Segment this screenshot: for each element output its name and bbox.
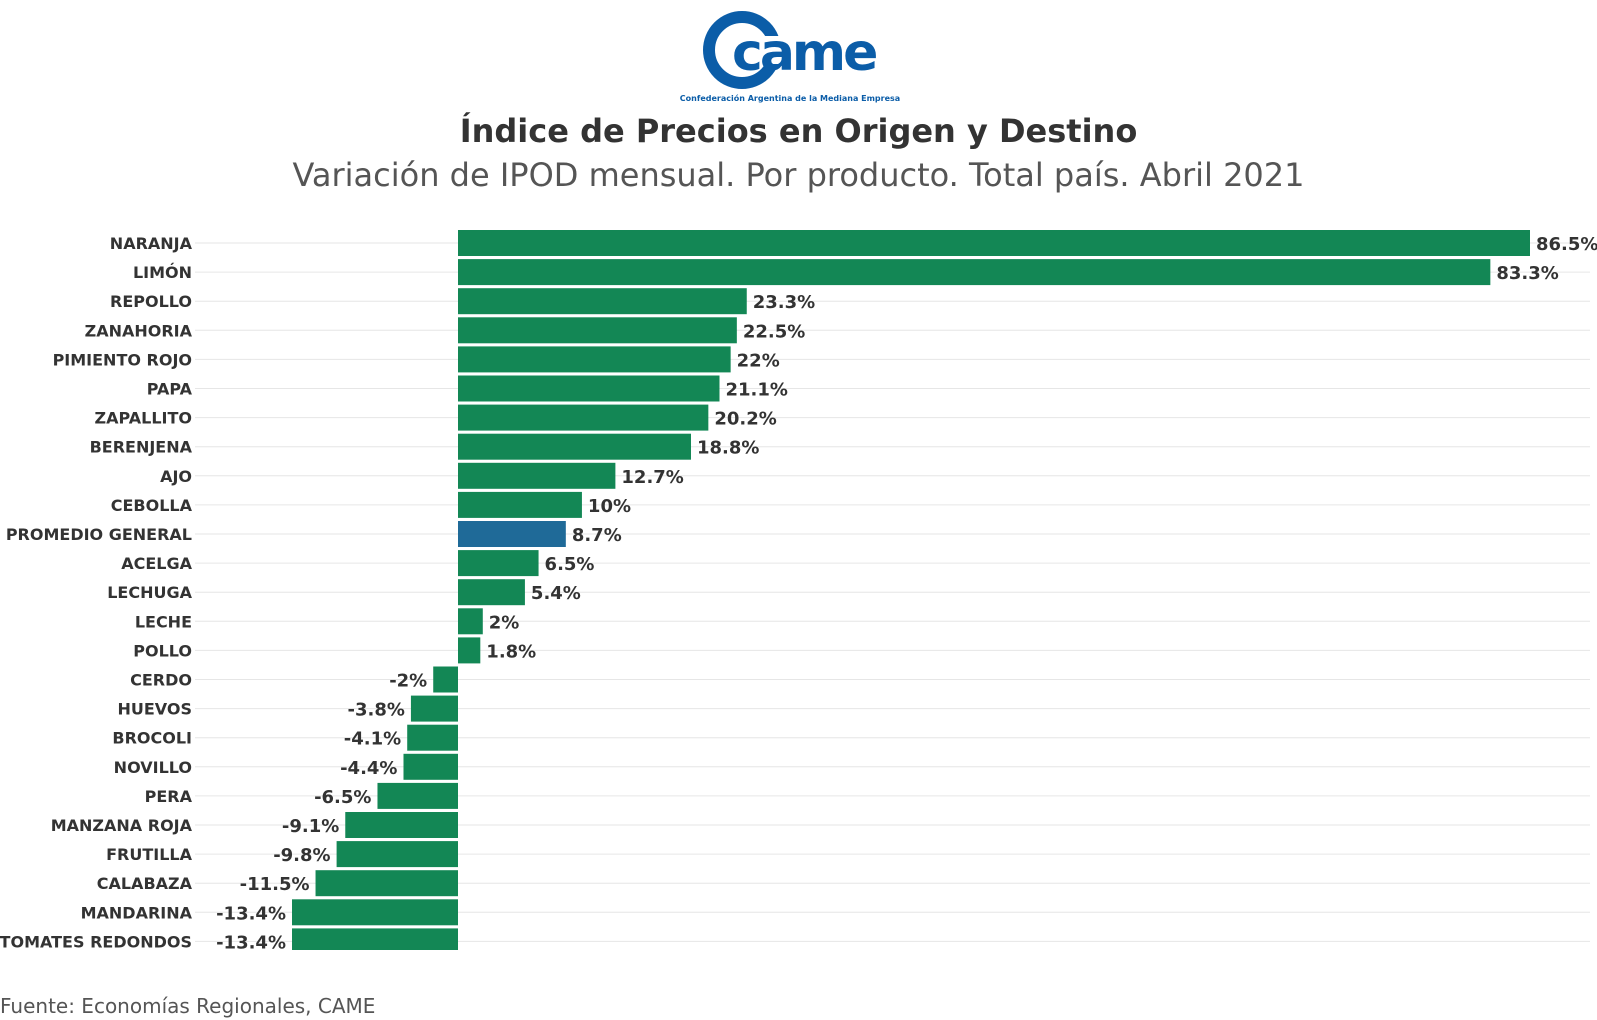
value-label: 10% <box>588 496 631 517</box>
value-label: 22% <box>737 350 780 371</box>
category-label: BROCOLI <box>112 729 192 748</box>
bar-pimiento-rojo <box>458 346 731 373</box>
bar-tomates-redondos <box>292 928 458 950</box>
value-label: 21.1% <box>725 380 787 401</box>
category-label: PERA <box>145 787 193 806</box>
category-label: ACELGA <box>121 554 192 573</box>
category-label: PAPA <box>147 380 193 399</box>
bar-pera <box>377 782 458 809</box>
category-label: BERENJENA <box>90 438 193 457</box>
category-label: NOVILLO <box>114 758 192 777</box>
came-logo: came Confederación Argentina de la Media… <box>680 11 900 103</box>
bar-brocoli <box>407 724 458 751</box>
value-label: 23.3% <box>753 292 815 313</box>
value-label: -9.8% <box>273 845 330 866</box>
source-note: Fuente: Economías Regionales, CAME <box>0 994 376 1018</box>
category-label: ZAPALLITO <box>95 409 192 428</box>
bar-papa <box>458 375 720 402</box>
bar-chart: NARANJA 86.5% LIMÓN 83.3% REPOLLO 23.3% ZANAHO… <box>0 230 1597 950</box>
category-label: CALABAZA <box>97 874 193 893</box>
category-label: PIMIENTO ROJO <box>53 350 192 369</box>
bar-ajo <box>458 462 616 489</box>
bar-frutilla <box>336 841 458 868</box>
value-label: 83.3% <box>1496 263 1558 284</box>
bar-pollo <box>458 637 481 664</box>
value-label: -4.4% <box>340 758 397 779</box>
value-label: 1.8% <box>486 641 536 662</box>
category-label: CEBOLLA <box>111 496 193 515</box>
category-label: MANDARINA <box>81 903 193 922</box>
category-label: PROMEDIO GENERAL <box>6 525 192 544</box>
bar-promedio-general <box>458 521 566 547</box>
bar-cerdo <box>433 666 458 693</box>
value-label: 2% <box>489 612 520 633</box>
value-label: 18.8% <box>697 438 759 459</box>
value-label: 86.5% <box>1536 234 1597 255</box>
value-label: 12.7% <box>621 467 683 488</box>
value-label: -3.8% <box>348 700 405 721</box>
category-label: LECHUGA <box>107 583 192 602</box>
bar-leche <box>458 608 483 635</box>
value-label: 8.7% <box>572 525 622 546</box>
category-label: CERDO <box>130 671 192 690</box>
bar-huevos <box>410 695 458 722</box>
value-label: 5.4% <box>531 583 581 604</box>
bar-novillo <box>403 753 458 780</box>
category-label: REPOLLO <box>110 292 192 311</box>
bar-naranja <box>458 230 1530 256</box>
category-label: LIMÓN <box>133 263 192 282</box>
value-label: 22.5% <box>743 321 805 342</box>
chart-title: Índice de Precios en Origen y Destino <box>459 112 1138 150</box>
value-label: -11.5% <box>240 874 310 895</box>
bar-manzana-roja <box>345 812 458 838</box>
value-label: 6.5% <box>545 554 595 575</box>
bar-calabaza <box>315 870 458 897</box>
logo-tagline: Confederación Argentina de la Mediana Em… <box>680 93 900 103</box>
category-label: AJO <box>160 467 192 486</box>
category-label: ZANAHORIA <box>85 321 193 340</box>
category-label: POLLO <box>133 641 192 660</box>
bar-repollo <box>458 288 747 315</box>
bar-cebolla <box>458 491 582 518</box>
value-label: -9.1% <box>282 816 339 837</box>
category-label: FRUTILLA <box>106 845 193 864</box>
bar-zapallito <box>458 404 709 431</box>
bar-limón <box>458 259 1491 286</box>
category-label: TOMATES REDONDOS <box>0 932 192 950</box>
bar-lechuga <box>458 579 525 606</box>
category-label: NARANJA <box>110 234 193 253</box>
value-label: -13.4% <box>216 903 286 924</box>
category-label: HUEVOS <box>117 700 192 719</box>
bar-zanahoria <box>458 317 737 344</box>
value-label: 20.2% <box>714 409 776 430</box>
bar-mandarina <box>292 899 458 926</box>
value-label: -6.5% <box>314 787 371 808</box>
category-label: MANZANA ROJA <box>51 816 193 835</box>
logo-ring-gap <box>755 36 785 64</box>
logo-wordmark: came <box>732 23 876 83</box>
category-label: LECHE <box>135 612 192 631</box>
value-label: -13.4% <box>216 932 286 950</box>
bar-acelga <box>458 550 539 577</box>
value-label: -4.1% <box>344 729 401 750</box>
chart-subtitle: Variación de IPOD mensual. Por producto.… <box>292 156 1305 194</box>
value-label: -2% <box>389 671 427 692</box>
bar-berenjena <box>458 433 691 460</box>
